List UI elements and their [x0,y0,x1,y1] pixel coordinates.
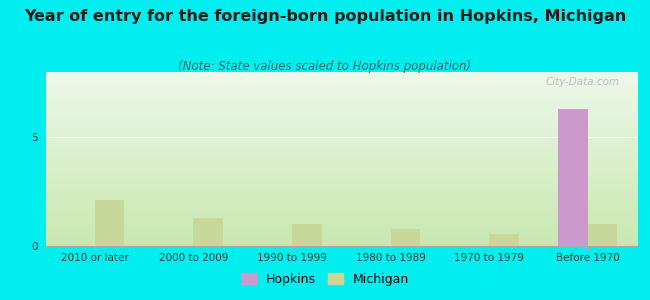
Bar [558,109,588,246]
Bar [391,229,420,246]
Bar [194,218,223,246]
Bar [292,224,322,246]
Bar [95,200,124,246]
Text: City-Data.com: City-Data.com [545,77,619,87]
Bar [489,234,519,246]
Bar [588,224,618,246]
Text: Year of entry for the foreign-born population in Hopkins, Michigan: Year of entry for the foreign-born popul… [24,9,626,24]
Legend: Hopkins, Michigan: Hopkins, Michigan [235,268,415,291]
Text: (Note: State values scaled to Hopkins population): (Note: State values scaled to Hopkins po… [179,60,471,73]
